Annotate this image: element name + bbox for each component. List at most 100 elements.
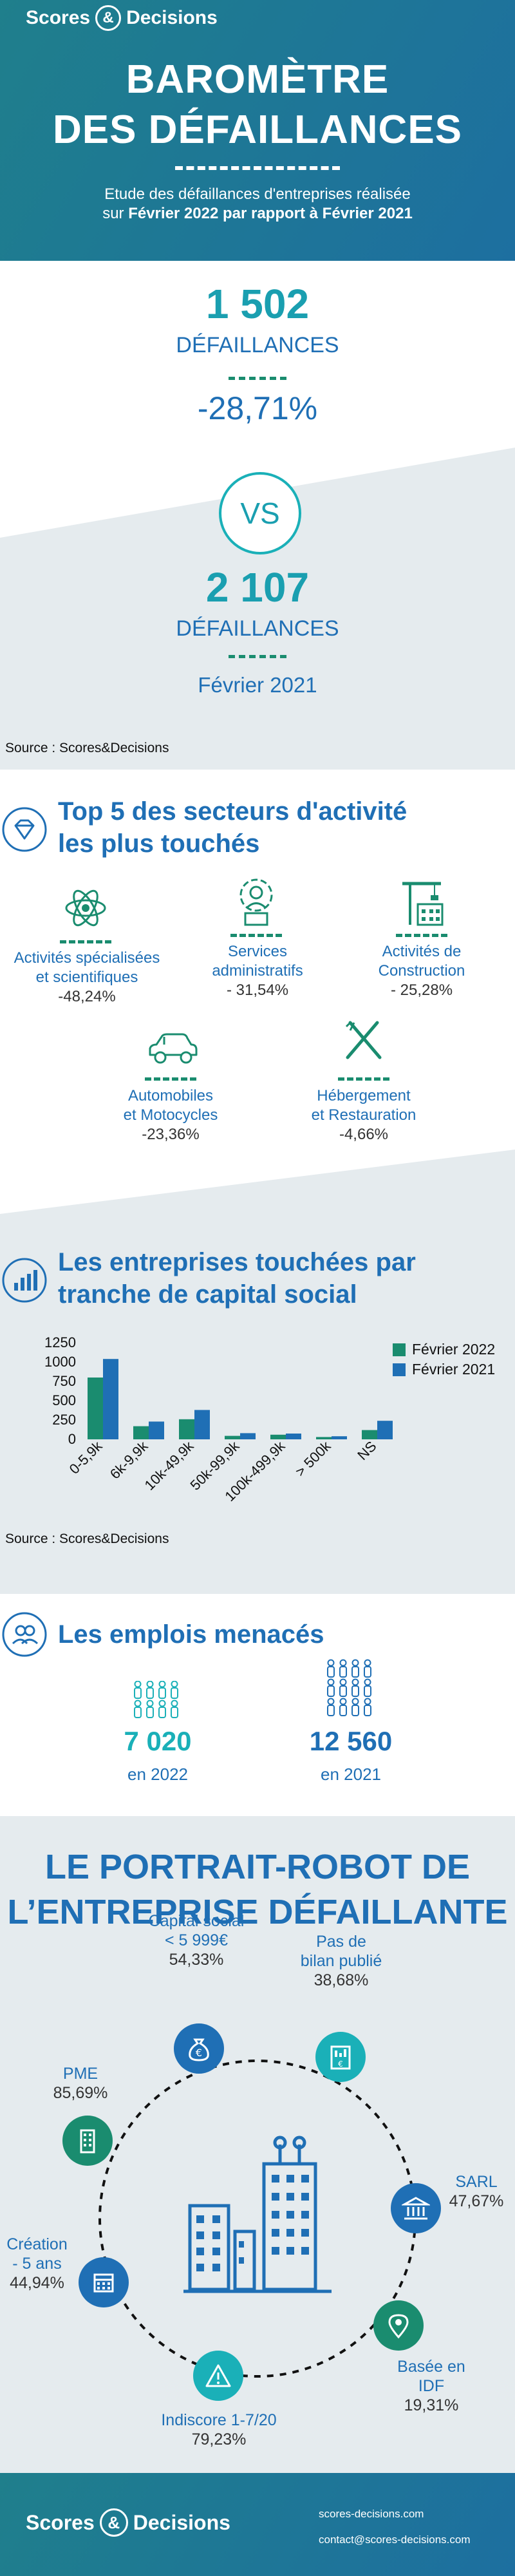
portrait-title-line-2: L’ENTREPRISE DÉFAILLANTE: [7, 1893, 508, 1931]
bar-2022: [270, 1434, 286, 1439]
brand-name-left: Scores: [26, 7, 91, 28]
portrait-value: 19,31%: [404, 2396, 459, 2414]
person-icon: [339, 1678, 347, 1697]
email-link[interactable]: contact@scores-decisions.com: [319, 2533, 471, 2546]
brand-logo[interactable]: Scores & Decisions: [26, 5, 218, 31]
subtitle-line-2: sur Février 2022 par rapport à Février 2…: [0, 204, 515, 223]
workers-icon: [322, 1658, 380, 1719]
page-subtitle: Etude des défaillances d'entreprises réa…: [0, 185, 515, 223]
jobs-section: Les emplois menacés 7 020 en 2022 12 560…: [0, 1594, 515, 1816]
y-tick-label: 1000: [44, 1354, 76, 1370]
sectors-title: Top 5 des secteurs d'activité les plus t…: [58, 795, 407, 860]
sector-item-hospitality: Hébergement et Restauration -4,66%: [286, 1086, 441, 1144]
portrait-label: PME: [62, 2065, 98, 2083]
sector-value: -48,24%: [58, 988, 116, 1005]
money-bag-icon: €: [174, 2023, 224, 2074]
bar-2021: [332, 1436, 347, 1439]
sector-label: Activités spécialisées: [14, 949, 160, 967]
bar-2022: [133, 1426, 149, 1439]
sector-divider: [396, 934, 447, 937]
sector-divider: [60, 940, 111, 943]
brand-logo[interactable]: Scores & Decisions: [26, 2508, 230, 2537]
balance-sheet-icon: €: [315, 2032, 366, 2082]
subtitle-line-1: Etude des défaillances d'entreprises réa…: [104, 185, 411, 203]
title-line-2: DES DÉFAILLANCES: [52, 108, 463, 152]
sector-label: et Restauration: [311, 1106, 417, 1124]
bar-2022: [88, 1378, 103, 1439]
svg-text:€: €: [196, 2047, 202, 2059]
person-icon: [158, 1700, 166, 1718]
jobs-number-2021: 12 560: [309, 1726, 393, 1756]
person-icon: [134, 1700, 142, 1718]
portrait-value: 54,33%: [169, 1951, 224, 1969]
x-tick-label: NS: [354, 1438, 379, 1463]
legend-label: Février 2022: [412, 1341, 496, 1358]
website-link[interactable]: scores-decisions.com: [319, 2508, 424, 2520]
sector-label: Services: [227, 943, 288, 960]
portrait-label: Pas de: [316, 1933, 366, 1951]
jobs-year-2021: en 2021: [321, 1765, 381, 1784]
page-title: BAROMÈTRE DES DÉFAILLANCES: [0, 55, 515, 155]
legend-swatch: [393, 1343, 406, 1356]
bar-2022: [362, 1430, 377, 1439]
sector-item-construction: Activités de Construction - 25,28%: [348, 942, 496, 1000]
sector-label: Hébergement: [317, 1087, 411, 1104]
bar-chart-icon: [1, 1257, 48, 1303]
portrait-label: bilan publié: [300, 1952, 382, 1970]
previous-failures-number: 2 107: [205, 564, 310, 611]
portrait-section: LE PORTRAIT-ROBOT DE L’ENTREPRISE DÉFAIL…: [0, 1816, 515, 2473]
y-tick-label: 750: [52, 1373, 76, 1389]
current-failures-label: DÉFAILLANCES: [176, 333, 339, 357]
portrait-item-pme: PME 85,69%: [42, 2064, 119, 2103]
location-pin-icon: [373, 2300, 424, 2351]
sector-label: et Motocycles: [123, 1106, 218, 1124]
person-icon: [327, 1678, 335, 1697]
bar-2021: [240, 1433, 256, 1439]
portrait-value: 47,67%: [449, 2192, 504, 2210]
car-icon: [145, 1030, 200, 1069]
sector-value: -23,36%: [142, 1126, 200, 1143]
jobs-year-2022: en 2022: [127, 1765, 188, 1784]
sector-item-scientific: Activités spécialisées et scientifiques …: [0, 949, 174, 1007]
current-failures-number: 1 502: [205, 281, 310, 327]
vs-badge: VS: [219, 472, 301, 554]
sector-divider: [145, 1077, 196, 1081]
person-icon: [351, 1698, 359, 1716]
portrait-value: 38,68%: [314, 1971, 369, 1989]
calendar-icon: [79, 2257, 129, 2307]
diamond-icon: [1, 806, 48, 853]
source-note: Source : Scores&Decisions: [5, 741, 169, 755]
portrait-item-sarl: SARL 47,67%: [438, 2172, 515, 2211]
x-tick-label: > 500k: [292, 1437, 335, 1480]
sector-label: Construction: [378, 962, 465, 980]
portrait-label: Indiscore 1-7/20: [161, 2411, 277, 2429]
person-icon: [339, 1698, 347, 1716]
people-icon: [1, 1611, 48, 1658]
capital-section: Les entreprises touchées par tranche de …: [0, 1214, 515, 1594]
capital-title: Les entreprises touchées par tranche de …: [58, 1246, 416, 1311]
subtitle-prefix: sur: [102, 205, 129, 222]
portrait-title-line-1: LE PORTRAIT-ROBOT DE: [45, 1848, 470, 1886]
diagonal-band: [0, 448, 515, 770]
person-icon: [171, 1700, 178, 1718]
portrait-item-indiscore: Indiscore 1-7/20 79,23%: [142, 2410, 296, 2449]
sector-value: -4,66%: [339, 1126, 389, 1143]
person-icon: [364, 1698, 371, 1716]
svg-text:€: €: [338, 2060, 343, 2069]
sectors-section: Top 5 des secteurs d'activité les plus t…: [0, 770, 515, 1214]
portrait-title: LE PORTRAIT-ROBOT DE L’ENTREPRISE DÉFAIL…: [0, 1844, 515, 1935]
diagonal-band: [0, 1150, 515, 1214]
person-icon: [351, 1678, 359, 1697]
portrait-value: 85,69%: [53, 2084, 108, 2102]
chart-legend: Février 2022 Février 2021: [393, 1341, 495, 1378]
portrait-label: - 5 ans: [12, 2255, 62, 2273]
previous-divider: [229, 655, 286, 658]
portrait-item-idf: Basée en IDF 19,31%: [386, 2357, 476, 2415]
portrait-label: IDF: [418, 2377, 445, 2395]
bar-2022: [179, 1419, 194, 1439]
person-icon: [351, 1659, 359, 1678]
bar-2021: [149, 1421, 164, 1439]
person-icon: [339, 1659, 347, 1678]
person-icon: [146, 1700, 154, 1718]
